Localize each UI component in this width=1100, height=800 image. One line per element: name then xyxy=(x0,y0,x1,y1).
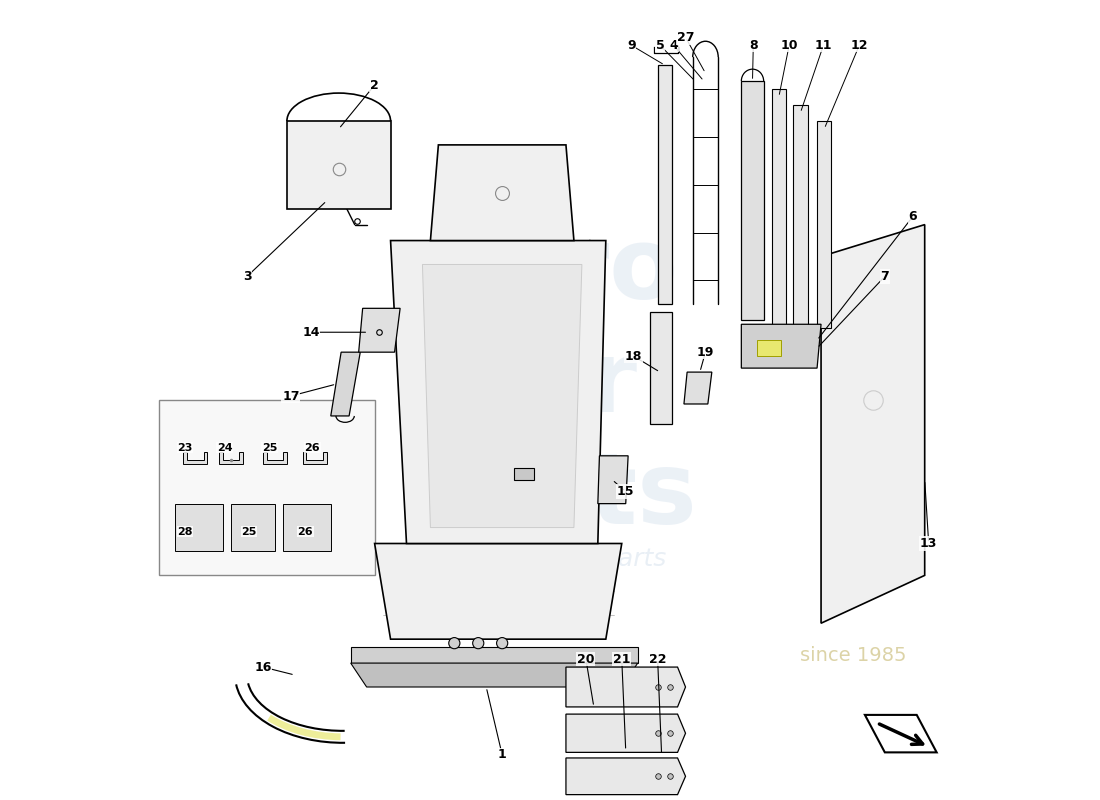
Bar xyxy=(650,312,672,424)
Text: 3: 3 xyxy=(243,270,252,283)
Circle shape xyxy=(496,638,508,649)
Polygon shape xyxy=(821,225,925,623)
Polygon shape xyxy=(597,456,628,504)
Text: 17: 17 xyxy=(283,390,299,402)
Polygon shape xyxy=(184,452,207,464)
Text: a passion for parts: a passion for parts xyxy=(433,547,667,571)
Text: 21: 21 xyxy=(613,653,630,666)
Polygon shape xyxy=(351,663,638,687)
Text: since 1985: since 1985 xyxy=(800,646,906,665)
Polygon shape xyxy=(565,667,685,707)
Polygon shape xyxy=(219,452,243,464)
Polygon shape xyxy=(359,308,400,352)
Text: 9: 9 xyxy=(627,38,636,52)
Text: 26: 26 xyxy=(297,526,313,537)
Polygon shape xyxy=(390,241,606,543)
Polygon shape xyxy=(263,452,287,464)
Text: 27: 27 xyxy=(676,30,694,44)
Polygon shape xyxy=(287,121,390,209)
Polygon shape xyxy=(565,758,685,794)
Text: 6: 6 xyxy=(909,210,917,223)
Polygon shape xyxy=(771,89,786,352)
Text: 5: 5 xyxy=(656,38,664,52)
Text: 7: 7 xyxy=(880,270,889,283)
Text: 22: 22 xyxy=(649,653,667,666)
Text: 18: 18 xyxy=(625,350,642,362)
Text: 1: 1 xyxy=(498,748,506,762)
Text: 8: 8 xyxy=(749,38,758,52)
Text: 2: 2 xyxy=(371,78,380,91)
Polygon shape xyxy=(817,121,832,328)
Text: 19: 19 xyxy=(696,346,714,358)
Polygon shape xyxy=(684,372,712,404)
Bar xyxy=(514,468,535,480)
Polygon shape xyxy=(351,647,638,663)
Polygon shape xyxy=(302,452,327,464)
Polygon shape xyxy=(283,504,331,551)
Polygon shape xyxy=(741,81,763,320)
Bar xyxy=(160,400,375,575)
Circle shape xyxy=(449,638,460,649)
Text: 13: 13 xyxy=(920,537,937,550)
Text: 15: 15 xyxy=(617,485,635,498)
Text: 14: 14 xyxy=(302,326,320,338)
Text: 10: 10 xyxy=(780,38,798,52)
Polygon shape xyxy=(757,340,781,356)
Text: 25: 25 xyxy=(241,526,256,537)
Polygon shape xyxy=(422,265,582,527)
Text: 23: 23 xyxy=(177,443,192,453)
Text: 12: 12 xyxy=(850,38,868,52)
Polygon shape xyxy=(793,105,807,340)
Text: 24: 24 xyxy=(217,443,232,453)
Polygon shape xyxy=(375,543,622,639)
Circle shape xyxy=(473,638,484,649)
Text: 20: 20 xyxy=(578,653,595,666)
Polygon shape xyxy=(175,504,223,551)
Text: 16: 16 xyxy=(254,661,272,674)
Polygon shape xyxy=(741,324,821,368)
Polygon shape xyxy=(231,504,275,551)
Polygon shape xyxy=(565,714,685,752)
Text: 28: 28 xyxy=(177,526,192,537)
Text: euro
car
parts: euro car parts xyxy=(403,223,697,545)
Bar xyxy=(658,65,672,304)
Text: 25: 25 xyxy=(262,443,277,453)
Text: 4: 4 xyxy=(669,38,678,52)
Polygon shape xyxy=(430,145,574,241)
Polygon shape xyxy=(331,352,361,416)
Text: 26: 26 xyxy=(305,443,320,453)
Text: 11: 11 xyxy=(815,38,833,52)
